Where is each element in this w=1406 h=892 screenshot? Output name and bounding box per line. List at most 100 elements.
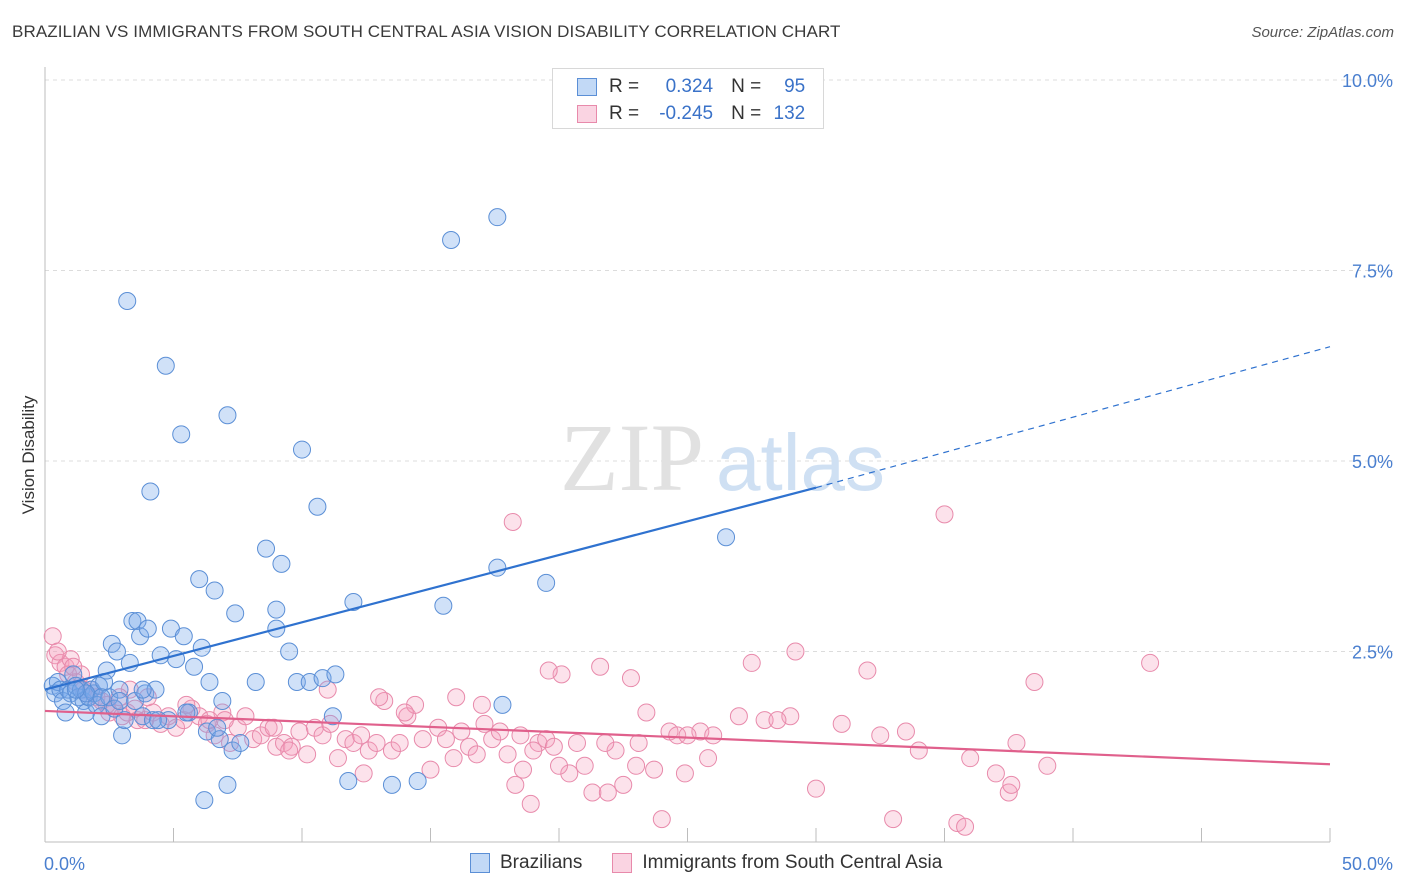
- data-point: [786, 642, 805, 661]
- data-point: [467, 745, 486, 764]
- legend-r-label: R =: [609, 76, 640, 97]
- y-tick-label: 5.0%: [1352, 452, 1393, 472]
- data-point: [567, 733, 586, 752]
- trendline-brazilians: [44, 486, 817, 691]
- data-point: [637, 703, 656, 722]
- data-point: [323, 707, 342, 726]
- data-point: [138, 619, 157, 638]
- data-point: [125, 699, 144, 718]
- data-point: [257, 539, 276, 558]
- data-point: [452, 722, 471, 741]
- data-point: [909, 741, 928, 760]
- series-legend: Brazilians Immigrants from South Central…: [470, 852, 972, 874]
- data-point: [896, 722, 915, 741]
- legend-item-immigrants[interactable]: Immigrants from South Central Asia: [612, 852, 942, 874]
- data-point: [1038, 756, 1057, 775]
- data-point: [503, 512, 522, 531]
- data-point: [537, 730, 556, 749]
- data-point: [395, 703, 414, 722]
- data-point: [858, 661, 877, 680]
- data-point: [64, 657, 83, 676]
- data-point: [267, 600, 286, 619]
- legend-n-label: N =: [731, 103, 762, 124]
- data-point: [521, 794, 540, 813]
- trend-lines: [44, 346, 1331, 766]
- data-point: [190, 570, 209, 589]
- x-tick-label-min: 0.0%: [44, 854, 85, 874]
- data-point: [1002, 775, 1021, 794]
- data-point: [524, 741, 543, 760]
- data-point: [596, 733, 615, 752]
- data-point: [560, 764, 579, 783]
- data-point: [550, 756, 568, 775]
- legend-swatch-pink: [612, 853, 633, 873]
- chart-title: BRAZILIAN VS IMMIGRANTS FROM SOUTH CENTR…: [12, 22, 841, 41]
- data-point: [231, 733, 250, 752]
- data-point: [370, 688, 389, 707]
- data-point: [141, 482, 160, 501]
- data-point: [408, 772, 427, 791]
- data-point: [146, 680, 165, 699]
- data-point: [442, 231, 461, 250]
- data-point: [367, 733, 386, 752]
- data-point: [490, 722, 509, 741]
- data-point: [498, 745, 517, 764]
- data-point: [195, 791, 214, 810]
- correlation-legend: R = 0.324 N = 95 R = -0.245 N = 132: [552, 68, 824, 129]
- data-point: [629, 733, 648, 752]
- data-point: [328, 749, 347, 768]
- legend-item-brazilians[interactable]: Brazilians: [470, 852, 582, 874]
- data-point: [210, 730, 229, 749]
- data-point: [493, 695, 512, 714]
- data-point: [1007, 733, 1026, 752]
- data-point: [717, 528, 736, 547]
- data-point: [755, 711, 774, 730]
- data-point: [729, 707, 748, 726]
- data-point: [354, 764, 373, 783]
- data-point: [213, 692, 232, 711]
- data-point: [149, 711, 168, 730]
- y-axis-label: Vision Disability: [19, 395, 38, 514]
- data-point: [1141, 653, 1160, 672]
- data-point: [935, 505, 954, 524]
- data-point: [406, 695, 425, 714]
- legend-r-value: 0.324: [665, 76, 714, 97]
- y-tick-label: 10.0%: [1342, 71, 1393, 91]
- data-point: [359, 741, 378, 760]
- data-point: [110, 688, 129, 707]
- data-point: [167, 718, 186, 737]
- legend-n-value: 95: [784, 76, 806, 97]
- data-point: [436, 730, 455, 749]
- legend-n-value: 132: [773, 103, 806, 124]
- watermark: ZIP atlas: [560, 404, 885, 511]
- legend-row-brazilians: R = 0.324 N = 95: [577, 75, 805, 99]
- data-point: [444, 749, 463, 768]
- data-point: [807, 779, 825, 798]
- data-point: [884, 810, 903, 829]
- data-point: [768, 711, 787, 730]
- trendline-immigrants: [44, 709, 1331, 766]
- data-point: [208, 718, 227, 737]
- data-point: [246, 672, 265, 691]
- data-point: [218, 406, 237, 425]
- data-point: [575, 756, 594, 775]
- data-point: [832, 714, 851, 733]
- data-point: [118, 291, 137, 310]
- data-point: [113, 726, 132, 745]
- data-point: [344, 592, 363, 611]
- data-point: [326, 665, 345, 684]
- data-point: [652, 810, 671, 829]
- data-point: [472, 695, 491, 714]
- data-point: [339, 772, 358, 791]
- data-point: [460, 737, 479, 756]
- data-point: [100, 688, 119, 707]
- y-tick-label: 7.5%: [1352, 262, 1393, 282]
- data-point: [308, 497, 327, 516]
- data-point: [177, 703, 196, 722]
- legend-n-label: N =: [731, 76, 762, 97]
- data-point: [537, 573, 556, 592]
- data-point: [287, 672, 306, 691]
- data-point: [421, 760, 440, 779]
- data-point: [128, 612, 147, 631]
